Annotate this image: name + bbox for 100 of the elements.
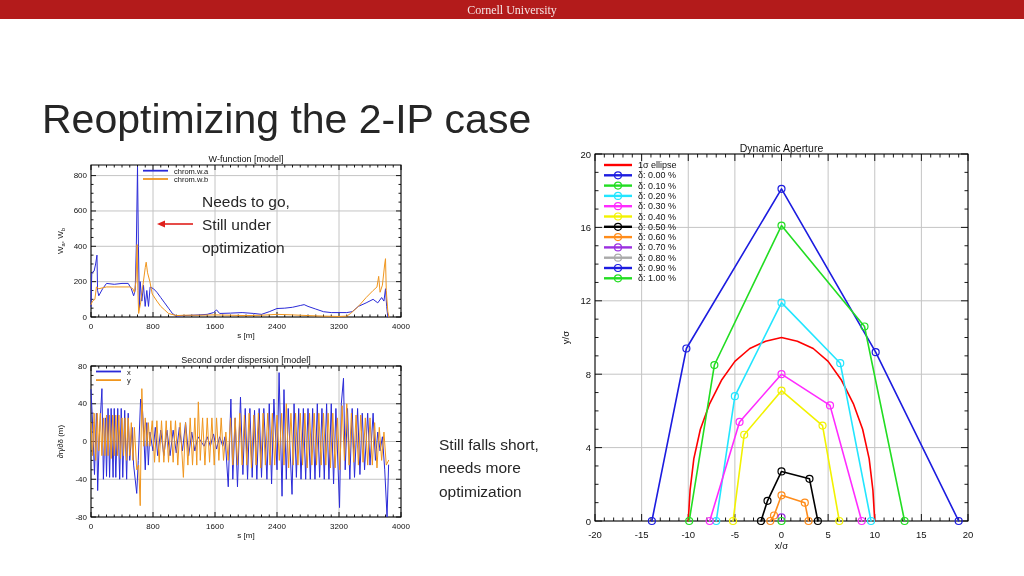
point [777,184,786,193]
point [857,516,866,526]
x-tick-label: 2400 [268,322,287,331]
y-tick-label: 400 [73,241,88,251]
x-tick-label: 800 [146,322,161,331]
x-tick-label: 2400 [268,522,287,531]
x-tick-label: -5 [730,529,740,540]
legend-label: 1σ ellipse [638,160,677,170]
x-tick-label: 1600 [206,322,225,331]
x-tick-label: 5 [825,529,831,540]
legend-label: δ: 0.90 % [638,263,677,273]
point [804,516,813,526]
x-tick-label: 1600 [206,522,225,531]
point [647,516,656,526]
text: Still falls short, needs more optimization [439,435,539,500]
point [860,322,869,331]
x-tick-label: 4000 [392,322,411,331]
legend-label: δ: 0.40 % [638,211,677,222]
legend-label: δ: 0.10 % [638,180,677,191]
x-axis-title: s [m] [237,330,255,340]
y-tick-label: 600 [73,206,88,216]
point [712,516,721,526]
y-tick-label: 4 [585,442,591,454]
point [685,516,694,526]
legend-label: δ: 0.00 % [638,170,677,181]
y-tick-label: 0 [82,437,88,446]
y-tick-label: 800 [73,171,88,181]
y-tick-label: -40 [75,474,88,484]
point [730,392,739,401]
line-series [90,388,390,507]
y-tick-label: 40 [78,399,88,409]
point [777,467,786,476]
x-tick-label: -15 [634,529,649,540]
y-tick-label: -80 [75,512,88,522]
legend-label: δ: 0.60 % [638,232,677,243]
point [805,474,814,483]
point [836,359,845,368]
x-tick-label: -20 [588,529,602,540]
point [777,370,786,379]
line-series [90,244,390,318]
point [705,516,714,526]
point [777,516,786,526]
point [740,430,749,439]
point [871,348,880,357]
x-tick-label: -10 [681,529,696,540]
point [900,516,909,526]
text: Reoptimizing the 2-IP case [42,96,532,142]
legend-label: δ: 1.00 % [638,273,677,284]
x-axis-title: x/σ [774,539,789,551]
point [835,516,844,526]
chart-title: Dynamic Aperture [739,142,824,154]
point [800,498,809,507]
chart-title: W-function [model] [208,154,284,164]
point [728,516,738,526]
y-tick-label: 200 [73,277,88,287]
point [777,491,786,500]
y-tick-label: 12 [580,295,591,307]
text: Cornell University [467,2,557,17]
point [766,516,775,526]
legend-label: δ: 0.80 % [638,252,677,263]
y-tick-label: 8 [585,368,591,380]
point [777,298,786,307]
x-tick-label: 10 [869,529,881,540]
point [777,221,786,230]
y-tick-label: 20 [580,148,591,160]
point [735,417,744,427]
x-tick-label: 15 [916,529,927,540]
x-tick-label: 20 [962,529,974,540]
point [777,386,786,395]
y-tick-label: 80 [78,361,88,371]
point [813,516,822,526]
y-axis-title: y/σ [559,330,571,345]
x-tick-label: 0 [88,322,94,331]
x-tick-label: 800 [146,522,161,531]
x-tick-label: 4000 [392,522,411,531]
point [756,516,766,526]
legend-label: δ: 0.30 % [638,201,677,212]
point [777,513,786,522]
y-tick-label: 0 [82,312,88,322]
x-tick-label: 3200 [330,322,349,331]
point [818,421,827,430]
point [866,516,876,526]
point [763,496,772,505]
point [710,360,719,370]
legend-label: δ: 0.20 % [638,190,677,201]
y-axis-title: ∂η/∂δ (m) [55,424,65,459]
point [682,344,691,353]
legend-label: δ: 0.50 % [638,221,677,232]
point [769,511,779,520]
x-tick-label: 0 [88,522,94,531]
annotation: Needs to go, Still under optimization [202,192,290,256]
y-tick-label: 16 [580,221,591,233]
line-series [90,372,390,518]
point [954,516,963,526]
legend-label: δ: 0.70 % [638,242,677,253]
chart-title: Second order dispersion [model] [181,355,311,365]
x-tick-label: 0 [778,529,785,540]
x-axis-title: s [m] [237,530,255,540]
point [825,401,835,410]
x-tick-label: 3200 [330,522,349,531]
